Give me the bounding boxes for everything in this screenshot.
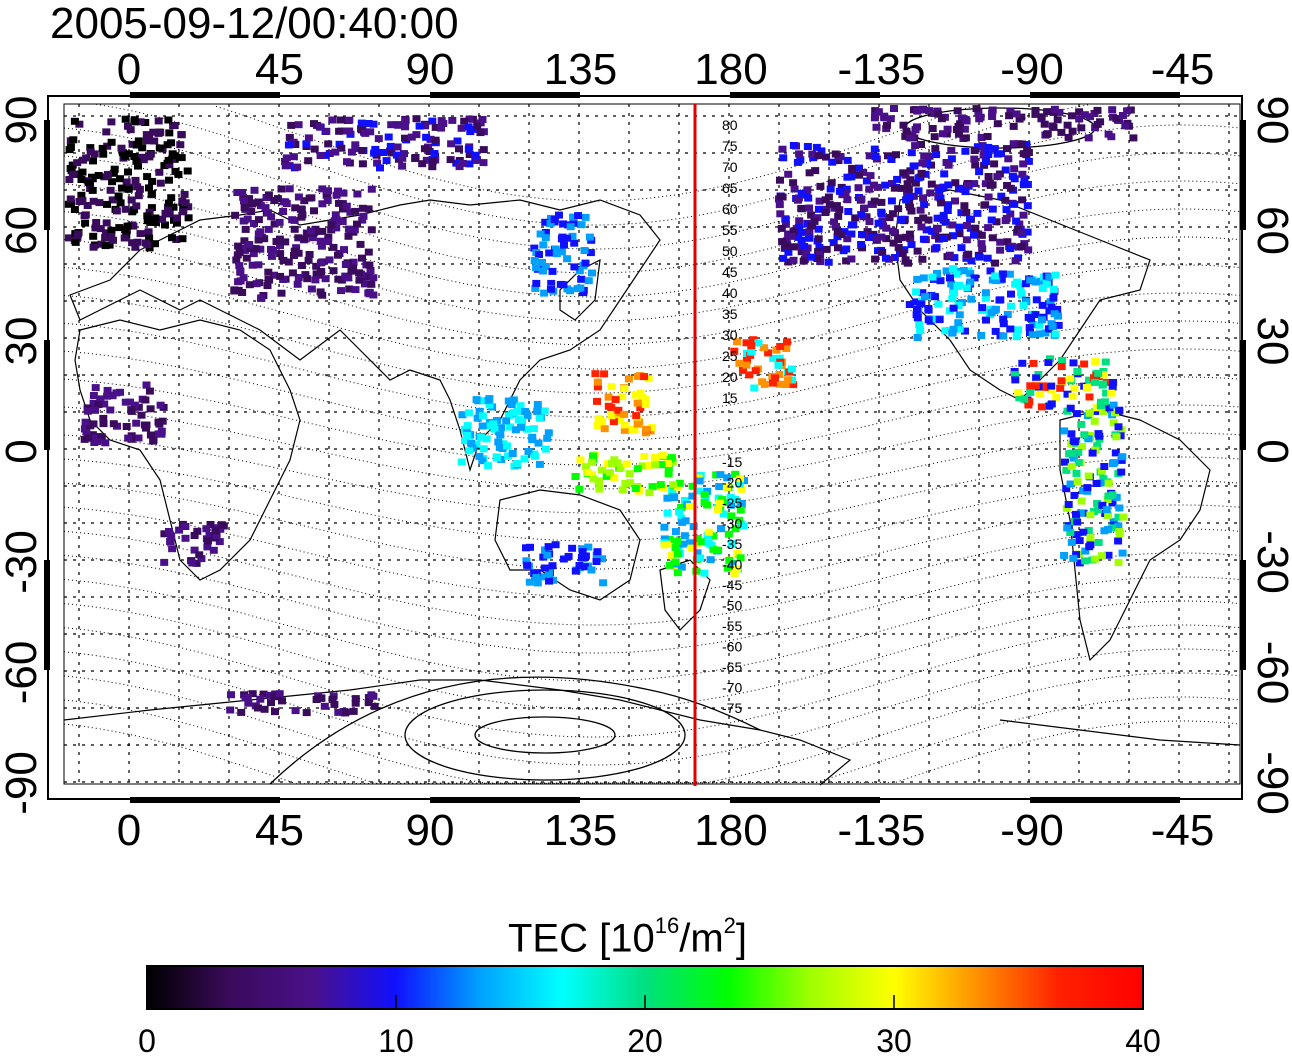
plot-frame [47,95,1243,800]
contour-label: -55 [722,618,742,634]
contour-label: 75 [722,138,738,154]
contour-labels: 80 75 70 65 60 55 50 45 40 35 30 25 20 15 -15 -20 -25 -30… [722,117,742,716]
lon-tick-labels-bottom: 0 45 90 135 180 -135 -90 -45 [117,806,1215,855]
contour-label: 40 [722,285,738,301]
lon-tick-label: 45 [255,806,304,855]
contour-label: -30 [722,516,742,532]
lon-tick-label: 180 [694,45,767,94]
colorbar-tick-label: 40 [1125,1023,1161,1057]
contour-label: 55 [722,222,738,238]
colorbar-tick-label: 30 [876,1023,912,1057]
contour-label: -20 [722,475,742,491]
colorbar-tick-labels: 0 10 20 30 40 [138,995,1161,1057]
lon-tick-label: -90 [1000,806,1064,855]
colorbar-tick-label: 10 [378,1023,414,1057]
lat-tick-label: -90 [0,751,46,815]
lon-tick-label: 0 [117,806,141,855]
lon-tick-label: 90 [406,806,455,855]
lon-tick-label: -135 [837,45,925,94]
contour-label: -25 [722,495,742,511]
contour-label: 20 [722,369,738,385]
contour-label: -75 [722,700,742,716]
lat-tick-label: 30 [0,317,46,366]
timestamp-title: 2005-09-12/00:40:00 [50,0,459,48]
lat-tick-label: -30 [1248,530,1292,594]
lat-tick-label: 90 [0,96,46,145]
contour-label: 15 [722,390,738,406]
contour-label: 50 [722,243,738,259]
lat-tick-label: 0 [1248,439,1292,463]
lat-tick-label: -60 [0,641,46,705]
lat-tick-labels-right: 90 60 30 0 -30 -60 -90 [1248,96,1292,815]
lon-tick-label: 180 [694,806,767,855]
contour-label: 60 [722,201,738,217]
lat-tick-label: 30 [1248,317,1292,366]
contour-label: 30 [722,327,738,343]
lat-tick-label: 90 [1248,96,1292,145]
contour-label: -70 [722,680,742,696]
colorbar-tick-label: 20 [627,1023,663,1057]
lon-tick-label: 90 [406,45,455,94]
contour-label: -65 [722,659,742,675]
lon-tick-label: 135 [544,45,617,94]
lon-tick-label: 0 [117,45,141,94]
contour-label: 80 [722,117,738,133]
contour-label: 70 [722,159,738,175]
magnetic-latitude-contours [63,103,1241,785]
lon-tick-label: 135 [544,806,617,855]
contour-label: -50 [722,598,742,614]
lon-tick-labels-top: 0 45 90 135 180 -135 -90 -45 [117,45,1215,94]
contour-label: -40 [722,557,742,573]
lat-tick-label: -90 [1248,751,1292,815]
colorbar-title: TEC [1016/m2] [508,913,748,961]
lon-tick-label: -135 [837,806,925,855]
lon-tick-label: -90 [1000,45,1064,94]
contour-label: -15 [722,454,742,470]
lon-tick-label: 45 [255,45,304,94]
lon-tick-label: -45 [1151,45,1215,94]
contour-label: -45 [722,577,742,593]
contour-label: 65 [722,180,738,196]
contour-label: -60 [722,639,742,655]
lat-tick-label: 0 [0,439,46,463]
lat-tick-label: -60 [1248,641,1292,705]
frame-tick-bars [44,92,1246,803]
contour-label: 25 [722,348,738,364]
lat-tick-labels-left: 90 60 30 0 -30 -60 -90 [0,96,46,815]
contour-label: -35 [722,536,742,552]
lon-tick-label: -45 [1151,806,1215,855]
lat-tick-label: -30 [0,530,46,594]
tec-data-pixels [64,105,1138,717]
colorbar-tick-label: 0 [138,1023,156,1057]
contour-label: 35 [722,306,738,322]
contour-label: 45 [722,264,738,280]
lat-tick-label: 60 [0,206,46,255]
lat-tick-label: 60 [1248,206,1292,255]
